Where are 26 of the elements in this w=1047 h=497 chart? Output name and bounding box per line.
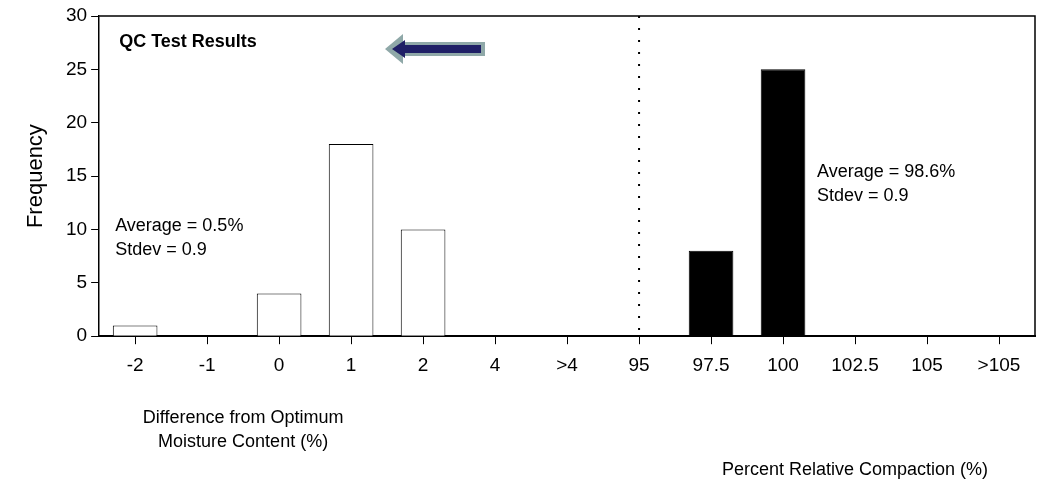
text: Percent Relative Compaction (%) [721, 458, 989, 479]
x-tick-label: 1 [345, 353, 357, 375]
x-tick-label: 95 [628, 353, 650, 375]
x-tick-label: 0 [273, 353, 285, 375]
x-tick-label: >105 [977, 353, 1021, 375]
y-tick-label: 5 [76, 271, 88, 293]
x-tick-label: 4 [489, 353, 501, 375]
x-tick-label: -1 [198, 353, 216, 375]
x-tick-label: 2 [417, 353, 429, 375]
y-axis-title: Frequency [22, 124, 48, 229]
x-tick-label: >4 [556, 353, 579, 375]
x-axis-title: Difference from Optimum Moisture Content (%) [142, 406, 344, 451]
y-tick-label: 30 [65, 4, 88, 26]
y-tick-label: 25 [65, 57, 88, 79]
y-tick-label: 10 [65, 217, 88, 239]
x-tick-label: 105 [911, 353, 943, 375]
annotation: Average = 0.5% Stdev = 0.9 [115, 215, 244, 260]
x-tick-label: 97.5 [692, 353, 730, 375]
y-tick-label: 20 [65, 110, 88, 132]
x-tick-label: -2 [126, 353, 144, 375]
x-tick-label: 102.5 [831, 353, 879, 375]
annotation: Average = 98.6% Stdev = 0.9 [817, 160, 956, 205]
text: QC Test Results [119, 30, 257, 51]
x-tick-label: 100 [767, 353, 799, 375]
y-tick-label: 15 [65, 164, 88, 186]
y-tick-label: 0 [76, 324, 88, 346]
